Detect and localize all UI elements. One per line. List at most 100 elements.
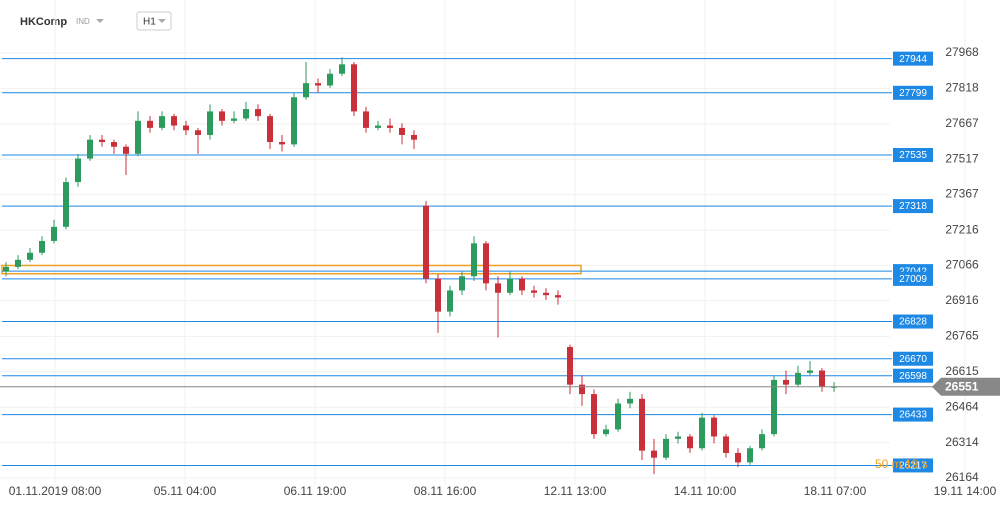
candle-body [495,283,501,293]
level-label-box [893,51,933,66]
level-label-box [893,85,933,100]
candle-body [771,379,777,435]
candle-body [483,243,489,284]
candle-body [171,116,177,126]
x-tick-label: 05.11 04:00 [154,484,217,498]
candle-body [231,118,237,121]
candle-body [555,295,561,298]
candle-body [735,452,741,463]
y-tick-label: 26615 [945,364,979,378]
level-label-box [893,199,933,214]
candle-body [591,394,597,435]
candle-body [27,252,33,260]
candle-body [651,450,657,458]
price-label-box [932,377,1000,396]
dropdown-arrow[interactable] [158,19,166,23]
candle-body [603,429,609,435]
candle-body [675,436,681,439]
level-label-box [893,271,933,286]
candle-body [339,64,345,74]
candle-body [567,346,573,385]
candle-body [579,384,585,395]
x-tick-label: 19.11 14:00 [934,484,997,498]
y-tick-label: 27367 [945,187,979,201]
candle-body [291,97,297,145]
candle-body [51,226,57,241]
candle-body [147,120,153,128]
x-tick-label: 08.11 16:00 [414,484,477,498]
level-label-box [893,314,933,329]
candle-body [327,73,333,86]
level-label: 27944 [899,54,927,65]
level-label: 26217 [899,461,927,472]
candle-body [723,436,729,453]
candle-body [315,83,321,86]
candle-body [687,436,693,449]
zone [1,264,582,275]
candle-body [219,111,225,121]
level-label: 26828 [899,317,927,328]
candle-body [3,266,9,272]
candle-body [507,278,513,293]
level-label: 27799 [899,88,927,99]
candle-body [399,127,405,135]
candle-body [387,125,393,128]
x-tick-label: 14.11 10:00 [674,484,737,498]
y-tick-label: 26164 [945,470,979,484]
candle-body [699,417,705,449]
candle-body [183,125,189,131]
level-label: 26598 [899,371,927,382]
level-label: 27009 [899,274,927,285]
candle-body [747,448,753,463]
level-label-box [893,351,933,366]
x-tick-label: 06.11 19:00 [284,484,347,498]
candle-body [195,130,201,135]
candle-body [267,116,273,143]
y-tick-label: 27517 [945,151,979,165]
candle-body [435,278,441,312]
candle-body [543,292,549,296]
level-label-box [893,407,933,422]
candle-body [615,403,621,430]
y-tick-label: 27667 [945,116,979,130]
price-label: 26551 [945,379,979,393]
y-tick-label: 27066 [945,258,979,272]
dropdown-arrow[interactable] [96,19,104,23]
candle-body [423,205,429,279]
candle-body [459,276,465,291]
candle-body [363,111,369,128]
candle-body [627,398,633,404]
countdown: 50 m 19 s [875,457,928,471]
candle-body [711,417,717,437]
candle-body [351,64,357,112]
market: IND [76,17,90,26]
y-tick-label: 26765 [945,329,979,343]
x-tick-label: 01.11.2019 08:00 [9,484,102,498]
level-label-box [893,147,933,162]
candle-body [15,259,21,267]
symbol[interactable]: HKComp [20,16,67,28]
candle-body [531,290,537,293]
level-label: 26433 [899,410,927,421]
candle-body [279,142,285,145]
candle-body [159,116,165,128]
timeframe[interactable]: H1 [143,17,156,28]
level-label-box [893,458,933,473]
y-tick-label: 26314 [945,435,979,449]
y-tick-label: 26464 [945,399,979,413]
candle-body [639,398,645,451]
candle-body [759,434,765,449]
candle-body [75,158,81,183]
level-label: 27042 [899,266,927,277]
candle-body [243,109,249,119]
level-label: 26670 [899,354,927,365]
level-label: 27535 [899,150,927,161]
candle-body [87,139,93,159]
x-tick-label: 18.11 07:00 [804,484,867,498]
candle-body [63,182,69,227]
timeframe-box[interactable] [136,11,172,31]
level-label: 27318 [899,201,927,212]
candle-body [123,146,129,154]
